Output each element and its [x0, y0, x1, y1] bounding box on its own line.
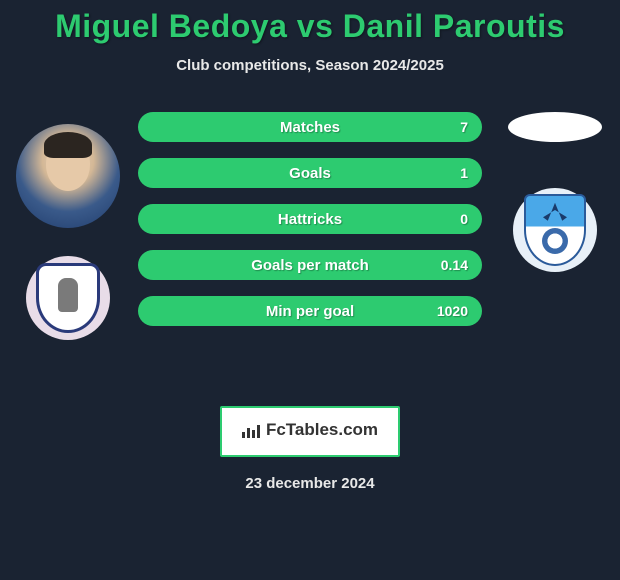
player-avatar-left: [16, 124, 120, 228]
stat-bar-mpg: Min per goal 1020: [138, 296, 482, 326]
oval-badge-right: [508, 112, 602, 142]
stat-label: Matches: [280, 119, 340, 136]
left-column: [8, 112, 128, 340]
stat-label: Min per goal: [266, 303, 354, 320]
stat-bar-gpm: Goals per match 0.14: [138, 250, 482, 280]
stat-bar-hattricks: Hattricks 0: [138, 204, 482, 234]
stat-value: 1: [460, 165, 468, 181]
stat-bar-goals: Goals 1: [138, 158, 482, 188]
stat-value: 0.14: [441, 257, 468, 273]
stat-label: Goals per match: [251, 257, 369, 274]
header: Miguel Bedoya vs Danil Paroutis Club com…: [0, 0, 620, 74]
comparison-content: Matches 7 Goals 1 Hattricks 0 Goals per …: [0, 112, 620, 372]
stat-label: Hattricks: [278, 211, 342, 228]
page-title: Miguel Bedoya vs Danil Paroutis: [0, 8, 620, 45]
date-text: 23 december 2024: [0, 475, 620, 492]
right-column: [500, 112, 610, 272]
stat-value: 0: [460, 211, 468, 227]
shield-icon: [524, 194, 586, 266]
brand-box[interactable]: FcTables.com: [220, 406, 400, 457]
footer: FcTables.com 23 december 2024: [0, 406, 620, 492]
brand-label: FcTables.com: [266, 420, 378, 440]
subtitle: Club competitions, Season 2024/2025: [0, 57, 620, 74]
bar-chart-icon: [242, 423, 260, 437]
shield-icon: [36, 263, 100, 333]
stat-bar-matches: Matches 7: [138, 112, 482, 142]
stat-value: 7: [460, 119, 468, 135]
club-crest-right: [513, 188, 597, 272]
stat-bars: Matches 7 Goals 1 Hattricks 0 Goals per …: [138, 112, 482, 342]
stat-label: Goals: [289, 165, 331, 182]
club-crest-left: [26, 256, 110, 340]
brand-text: FcTables.com: [242, 420, 378, 440]
stat-value: 1020: [437, 303, 468, 319]
